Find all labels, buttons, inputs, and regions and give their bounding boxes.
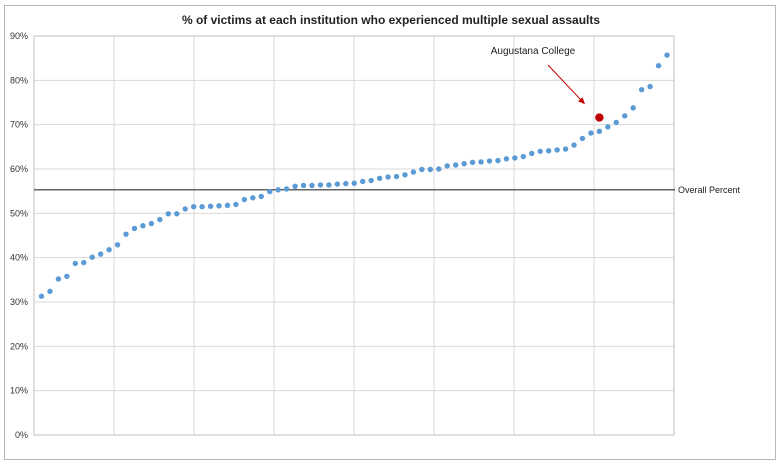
- data-point: [216, 203, 222, 209]
- data-point: [89, 254, 95, 260]
- data-point: [38, 293, 45, 299]
- data-point: [283, 186, 290, 192]
- data-point: [131, 225, 138, 232]
- chart-frame: % of victims at each institution who exp…: [4, 5, 776, 460]
- data-point: [579, 135, 586, 142]
- y-tick-label: 70%: [10, 120, 28, 130]
- chart: % of victims at each institution who exp…: [10, 13, 741, 440]
- annotation-arrow: [547, 64, 586, 105]
- axes: 0% 10% 20% 30% 40% 50% 60% 70% 80% 90%: [10, 31, 675, 440]
- data-point: [486, 158, 493, 164]
- data-point: [630, 105, 636, 111]
- data-point: [241, 196, 248, 203]
- y-tick-label: 10%: [10, 386, 28, 396]
- data-point: [267, 188, 273, 195]
- data-point: [317, 182, 324, 188]
- data-point: [664, 52, 670, 58]
- data-point: [148, 220, 155, 227]
- data-point: [207, 203, 214, 209]
- data-point: [444, 163, 450, 169]
- data-point: [258, 193, 264, 200]
- data-point: [452, 162, 459, 168]
- y-tick-label: 0%: [15, 430, 28, 440]
- data-point: [275, 187, 281, 193]
- plot-area: [33, 35, 675, 436]
- data-point: [419, 166, 425, 173]
- data-point: [326, 182, 332, 188]
- data-point: [64, 273, 70, 279]
- data-point: [461, 160, 467, 167]
- data-point: [427, 166, 434, 173]
- data-point: [647, 83, 653, 90]
- data-point: [478, 159, 484, 165]
- data-point: [503, 156, 510, 162]
- data-point: [224, 202, 231, 209]
- data-point: [368, 177, 374, 184]
- data-point: [402, 172, 408, 178]
- data-point: [250, 195, 256, 201]
- data-point: [47, 288, 53, 295]
- data-point: [106, 246, 112, 253]
- data-point: [393, 173, 400, 180]
- data-point: [174, 211, 180, 217]
- annotation: Augustana College: [491, 46, 604, 122]
- data-point: [588, 130, 594, 136]
- data-point: [55, 276, 62, 282]
- data-point: [376, 175, 383, 182]
- data-point: [199, 203, 205, 210]
- data-point: [545, 148, 552, 154]
- data-point: [605, 124, 611, 130]
- highlight-label: Augustana College: [491, 46, 576, 57]
- data-point: [529, 150, 535, 157]
- reference-line-group: Overall Percent: [34, 185, 741, 195]
- data-point: [190, 203, 197, 210]
- highlight-point: [595, 113, 604, 122]
- data-point: [554, 147, 560, 153]
- data-point: [182, 206, 188, 212]
- data-point: [495, 157, 501, 164]
- y-tick-label: 60%: [10, 164, 28, 174]
- data-point: [622, 113, 628, 119]
- data-point: [292, 183, 298, 189]
- data-point: [537, 148, 543, 154]
- y-tick-label: 40%: [10, 253, 28, 263]
- data-point: [157, 216, 163, 223]
- data-point: [469, 159, 476, 166]
- data-point: [140, 223, 146, 229]
- data-point: [571, 142, 577, 148]
- data-point: [512, 155, 518, 161]
- data-point: [343, 180, 349, 187]
- y-tick-label: 50%: [10, 208, 28, 218]
- data-point: [613, 119, 619, 126]
- data-point: [351, 180, 357, 186]
- data-point: [97, 251, 104, 257]
- y-tick-label: 20%: [10, 341, 28, 351]
- data-point: [385, 174, 391, 180]
- data-point: [233, 201, 239, 208]
- overall-percent-label: Overall Percent: [678, 185, 741, 195]
- data-point: [334, 181, 341, 187]
- data-point: [81, 259, 87, 266]
- chart-title: % of victims at each institution who exp…: [182, 13, 600, 27]
- data-point: [123, 231, 129, 237]
- grid: [33, 35, 675, 436]
- data-point: [655, 63, 662, 69]
- y-tick-label: 30%: [10, 297, 28, 307]
- data-point: [72, 260, 79, 267]
- data-point: [114, 242, 121, 248]
- data-point: [436, 166, 442, 172]
- data-point: [360, 178, 366, 185]
- data-points: [38, 52, 670, 299]
- data-point: [309, 182, 315, 189]
- y-tick-label: 80%: [10, 75, 28, 85]
- y-tick-label: 90%: [10, 31, 28, 41]
- data-point: [520, 153, 527, 160]
- data-point: [596, 128, 603, 135]
- data-point: [165, 211, 171, 217]
- data-point: [410, 169, 417, 175]
- data-point: [300, 182, 307, 189]
- data-point: [638, 86, 645, 93]
- data-point: [562, 146, 569, 152]
